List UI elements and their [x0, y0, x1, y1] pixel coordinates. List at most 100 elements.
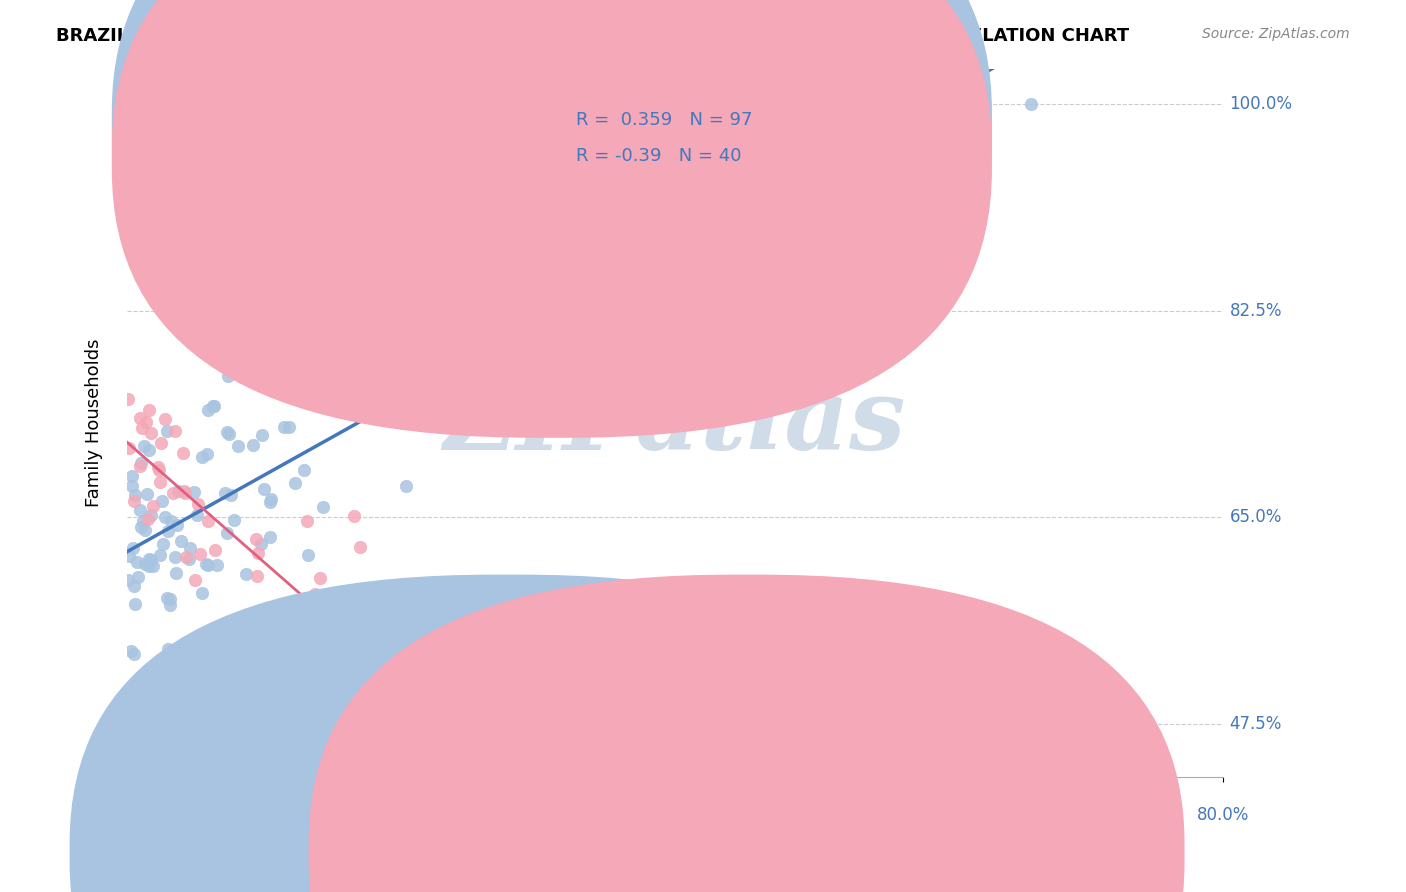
Point: [326, 670, 349, 684]
Point: [152, 537, 174, 551]
Text: 100.0%: 100.0%: [1230, 95, 1292, 113]
Point: [226, 439, 249, 453]
Y-axis label: Family Households: Family Households: [86, 338, 103, 507]
Point: [132, 514, 155, 528]
Point: [136, 486, 159, 500]
Point: [395, 478, 418, 492]
Point: [122, 494, 145, 508]
Point: [153, 412, 176, 426]
Point: [156, 641, 179, 656]
Point: [197, 402, 219, 417]
Point: [138, 402, 160, 417]
Point: [173, 486, 195, 500]
Point: [121, 469, 143, 483]
Point: [250, 427, 273, 442]
Point: [118, 549, 141, 563]
Point: [218, 427, 240, 442]
Point: [184, 574, 207, 588]
Point: [166, 517, 188, 532]
Point: [301, 359, 323, 374]
Point: [195, 557, 218, 571]
Text: 65.0%: 65.0%: [1230, 508, 1282, 526]
Point: [173, 483, 195, 498]
Point: [277, 419, 299, 434]
Point: [150, 494, 173, 508]
Point: [247, 546, 270, 560]
Point: [343, 509, 366, 524]
Point: [138, 551, 160, 566]
Point: [170, 534, 193, 549]
Text: Brazilians: Brazilians: [534, 842, 614, 860]
Point: [197, 515, 219, 529]
Point: [139, 553, 162, 567]
Point: [117, 573, 139, 587]
Point: [121, 478, 143, 492]
Point: [284, 594, 307, 608]
Point: [179, 541, 201, 555]
Point: [312, 500, 335, 514]
Point: [363, 350, 385, 364]
Point: [156, 524, 179, 539]
Point: [349, 540, 371, 554]
Point: [167, 483, 190, 498]
Point: [219, 488, 242, 502]
Point: [242, 438, 264, 452]
Point: [156, 591, 179, 605]
Point: [135, 415, 157, 429]
Point: [250, 536, 273, 550]
Text: R =  0.359   N = 97: R = 0.359 N = 97: [576, 112, 754, 129]
Point: [117, 442, 139, 456]
Point: [125, 555, 148, 569]
Point: [163, 425, 186, 439]
Point: [309, 571, 332, 585]
Text: 80.0%: 80.0%: [1197, 806, 1249, 824]
Point: [498, 389, 520, 403]
Point: [259, 494, 281, 508]
Point: [186, 508, 208, 522]
Text: Immigrants from Bosnia and Herzegovina: Immigrants from Bosnia and Herzegovina: [773, 842, 1119, 860]
Point: [294, 463, 316, 477]
Point: [253, 482, 276, 496]
Point: [142, 500, 165, 514]
Point: [222, 513, 245, 527]
Point: [138, 443, 160, 458]
Point: [141, 720, 163, 734]
Point: [122, 579, 145, 593]
Point: [134, 558, 156, 572]
Point: [224, 617, 246, 632]
Point: [138, 559, 160, 574]
Point: [124, 597, 146, 611]
Point: [162, 485, 184, 500]
Point: [499, 415, 522, 429]
Point: [148, 460, 170, 475]
Point: [122, 541, 145, 555]
Text: 82.5%: 82.5%: [1230, 301, 1282, 319]
Point: [245, 532, 267, 546]
Point: [159, 592, 181, 607]
Text: ZIPatlas: ZIPatlas: [444, 375, 905, 471]
Point: [204, 542, 226, 557]
Point: [127, 569, 149, 583]
Point: [183, 484, 205, 499]
Point: [260, 491, 283, 506]
Point: [202, 400, 225, 414]
Point: [269, 608, 291, 623]
Point: [165, 566, 187, 580]
Point: [190, 450, 212, 465]
Point: [215, 425, 238, 440]
Point: [129, 456, 152, 470]
Point: [297, 548, 319, 562]
Text: BRAZILIAN VS IMMIGRANTS FROM BOSNIA AND HERZEGOVINA FAMILY HOUSEHOLDS CORRELATIO: BRAZILIAN VS IMMIGRANTS FROM BOSNIA AND …: [56, 27, 1129, 45]
Point: [423, 302, 446, 317]
Point: [485, 410, 508, 425]
Point: [333, 382, 356, 396]
Point: [134, 523, 156, 537]
Point: [117, 392, 139, 407]
Point: [246, 569, 269, 583]
Point: [280, 276, 302, 290]
Point: [149, 475, 172, 489]
Point: [128, 410, 150, 425]
Point: [142, 559, 165, 574]
Point: [195, 447, 218, 461]
Point: [187, 497, 209, 511]
